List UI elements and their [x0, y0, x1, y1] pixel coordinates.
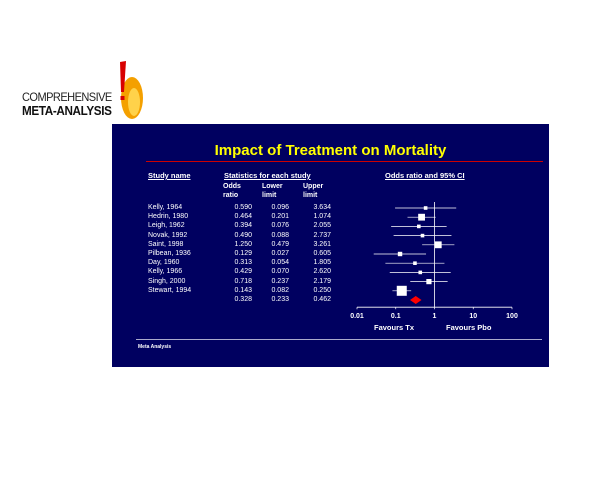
point-estimate-square	[417, 224, 421, 229]
logo-text-meta-analysis: META-ANALYSIS	[22, 103, 112, 118]
study-row: Hedrin, 1980 0.464 0.201 1.074	[112, 213, 352, 222]
study-row: Leigh, 1962 0.394 0.076 2.055	[112, 222, 352, 231]
summary-row: 0.328 0.233 0.462	[112, 296, 352, 305]
header-study-name: Study name	[148, 171, 191, 180]
logo-text-comprehensive: COMPREHENSIVE	[22, 90, 112, 104]
odds-ratio-value: 0.490	[234, 231, 252, 239]
odds-ratio-value: 0.129	[234, 250, 252, 257]
lower-limit-value: 0.070	[271, 268, 289, 276]
odds-ratio-value: 0.718	[234, 277, 252, 285]
lower-limit-value: 0.096	[271, 204, 289, 211]
study-row: Saint, 1998 1.250 0.479 3.261	[112, 241, 352, 250]
forest-plot-slide: Impact of Treatment on Mortality Study n…	[112, 124, 549, 367]
colheader-odds-ratio-line1: Odds	[223, 183, 241, 190]
upper-limit-value: 2.179	[313, 277, 331, 285]
footer-divider	[136, 339, 542, 340]
colheader-upper-limit-line2: limit	[303, 191, 318, 199]
upper-limit-value: 0.605	[313, 250, 331, 257]
study-row: Pilbean, 1936 0.129 0.027 0.605	[112, 250, 352, 259]
study-row: Novak, 1992 0.490 0.088 2.737	[112, 232, 352, 241]
odds-ratio-value: 1.250	[234, 240, 252, 248]
upper-limit-value: 3.634	[313, 204, 331, 211]
lower-limit-value: 0.201	[271, 213, 289, 221]
odds-ratio-value: 0.429	[234, 268, 252, 276]
forest-plot: 0.01 0.1 1 10 100	[350, 202, 518, 320]
slide-title: Impact of Treatment on Mortality	[214, 142, 447, 159]
upper-limit-value: 1.805	[313, 259, 331, 267]
comprehensive-meta-analysis-logo: COMPREHENSIVE META-ANALYSIS	[22, 58, 143, 124]
upper-limit-value: 3.261	[313, 240, 331, 248]
colheader-lower-limit-line2: limit	[262, 191, 277, 199]
upper-limit-value: 2.737	[313, 231, 331, 239]
study-row: Stewart, 1994 0.143 0.082 0.250	[112, 287, 352, 296]
study-name: Saint, 1998	[148, 240, 184, 248]
summary-diamond	[409, 296, 422, 304]
x-tick-label: 1	[433, 313, 437, 320]
point-estimate-square	[426, 279, 432, 285]
colheader-lower-limit: Lower limit	[262, 183, 283, 200]
study-row: Singh, 2000 0.718 0.237 2.179	[112, 278, 352, 287]
point-estimate-square	[396, 285, 407, 296]
lower-limit-value: 0.027	[271, 250, 289, 257]
x-tick-label: 0.01	[350, 313, 364, 320]
study-name: Kelly, 1964	[148, 204, 183, 211]
lower-limit-value: 0.076	[271, 222, 289, 230]
odds-ratio-value: 0.143	[234, 286, 252, 294]
point-estimate-square	[420, 233, 425, 238]
upper-limit-value: 1.074	[313, 213, 331, 221]
colheader-odds-ratio: Odds ratio	[223, 183, 241, 200]
study-row: Kelly, 1966 0.429 0.070 2.620	[112, 268, 352, 277]
point-estimate-square	[434, 241, 442, 249]
x-tick-label: 10	[469, 313, 477, 320]
study-name: Kelly, 1966	[148, 268, 183, 276]
colheader-odds-ratio-line2: ratio	[223, 191, 239, 199]
odds-ratio-value: 0.394	[234, 222, 252, 230]
favours-treatment-label: Favours Tx	[374, 323, 415, 332]
upper-limit-value: 0.250	[313, 286, 331, 294]
study-name: Singh, 2000	[148, 277, 186, 285]
upper-limit-value: 2.055	[313, 222, 331, 230]
colheader-upper-limit-line1: Upper	[303, 183, 324, 190]
footer-text: Meta Analysis	[138, 344, 172, 350]
study-name: Day, 1960	[148, 259, 180, 267]
title-divider	[146, 161, 543, 162]
x-tick-label: 0.1	[391, 313, 401, 320]
study-name: Stewart, 1994	[148, 286, 192, 294]
study-row: Kelly, 1964 0.590 0.096 3.634	[112, 204, 352, 213]
lower-limit-value: 0.082	[271, 286, 289, 294]
lower-limit-value: 0.054	[271, 259, 289, 267]
colheader-upper-limit: Upper limit	[303, 183, 323, 200]
favours-placebo-label: Favours Pbo	[446, 323, 492, 332]
lower-limit-value: 0.479	[271, 240, 289, 248]
summary-lower-limit: 0.233	[271, 296, 289, 303]
header-odds-ratio-ci: Odds ratio and 95% CI	[385, 171, 465, 180]
odds-ratio-value: 0.313	[234, 259, 252, 267]
summary-odds-ratio: 0.328	[234, 296, 252, 303]
odds-ratio-value: 0.590	[234, 204, 252, 211]
point-estimate-square	[418, 213, 425, 221]
study-row: Day, 1960 0.313 0.054 1.805	[112, 259, 352, 268]
study-name: Leigh, 1962	[148, 222, 185, 230]
study-name: Pilbean, 1936	[148, 250, 191, 257]
odds-ratio-value: 0.464	[234, 213, 252, 221]
header-statistics: Statistics for each study	[224, 171, 311, 180]
point-estimate-square	[397, 251, 403, 257]
x-tick-label: 100	[506, 313, 518, 320]
summary-upper-limit: 0.462	[313, 296, 331, 303]
lower-limit-value: 0.088	[271, 231, 289, 239]
colheader-lower-limit-line1: Lower	[262, 183, 283, 190]
lower-limit-value: 0.237	[271, 277, 289, 285]
flame-exclamation-logo-icon	[120, 61, 143, 119]
point-estimate-square	[418, 270, 423, 275]
study-name: Hedrin, 1980	[148, 213, 189, 221]
study-name: Novak, 1992	[148, 231, 188, 239]
point-estimate-square	[413, 261, 417, 265]
point-estimate-square	[423, 206, 428, 210]
upper-limit-value: 2.620	[313, 268, 331, 276]
